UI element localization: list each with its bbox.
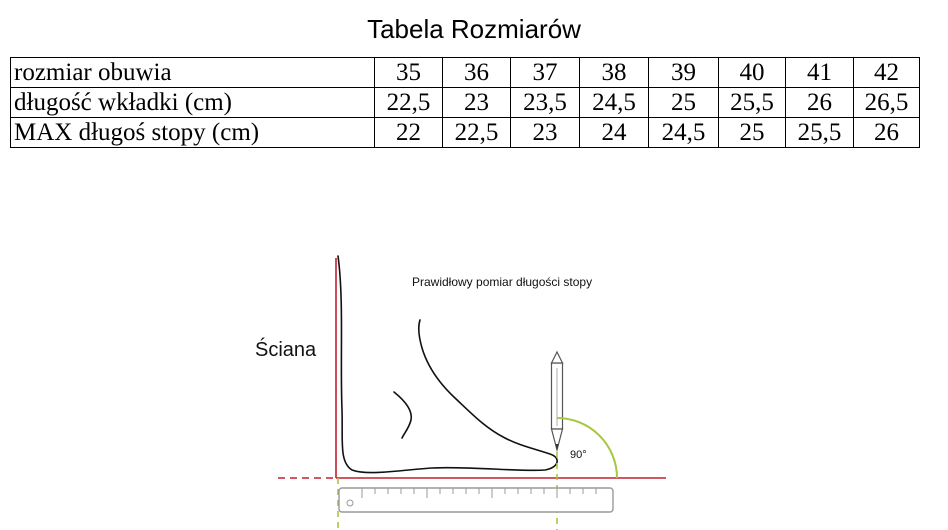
row-label: MAX długoś stopy (cm): [10, 117, 375, 148]
table-cell: 25: [718, 117, 786, 148]
angle-label: 90°: [570, 449, 587, 461]
table-cell: 25,5: [785, 117, 854, 148]
table-cell: 26: [853, 117, 920, 148]
ankle-line: [393, 391, 413, 439]
table-cell: 41: [785, 57, 854, 88]
table-cell: 24,5: [579, 87, 649, 118]
table-cell: 39: [648, 57, 719, 88]
row-label: rozmiar obuwia: [10, 57, 375, 88]
table-cell: 26,5: [853, 87, 920, 118]
table-cell: 42: [853, 57, 920, 88]
ruler-icon: [338, 487, 614, 513]
table-cell: 22: [374, 117, 443, 148]
table-cell: 24,5: [648, 117, 719, 148]
table-cell: 37: [510, 57, 580, 88]
wall-label: Ściana: [255, 337, 317, 361]
table-row: MAX długoś stopy (cm) 22 22,5 23 24 24,5…: [10, 117, 920, 148]
foot-outline: [337, 255, 558, 474]
table-cell: 25: [648, 87, 719, 118]
page-title: Tabela Rozmiarów: [367, 14, 581, 44]
table-row: rozmiar obuwia 35 36 37 38 39 40 41 42: [10, 57, 920, 88]
table-cell: 25,5: [718, 87, 786, 118]
angle-arc: [556, 417, 618, 479]
diagram-caption: Prawidłowy pomiar długości stopy: [412, 275, 592, 289]
table-cell: 23: [510, 117, 580, 148]
size-table: rozmiar obuwia 35 36 37 38 39 40 41 42 d…: [10, 57, 920, 148]
row-label: długość wkładki (cm): [10, 87, 375, 118]
table-cell: 38: [579, 57, 649, 88]
pencil-icon: [550, 350, 564, 453]
table-row: długość wkładki (cm) 22,5 23 23,5 24,5 2…: [10, 87, 920, 118]
table-cell: 24: [579, 117, 649, 148]
table-cell: 22,5: [442, 117, 511, 148]
table-cell: 36: [442, 57, 511, 88]
